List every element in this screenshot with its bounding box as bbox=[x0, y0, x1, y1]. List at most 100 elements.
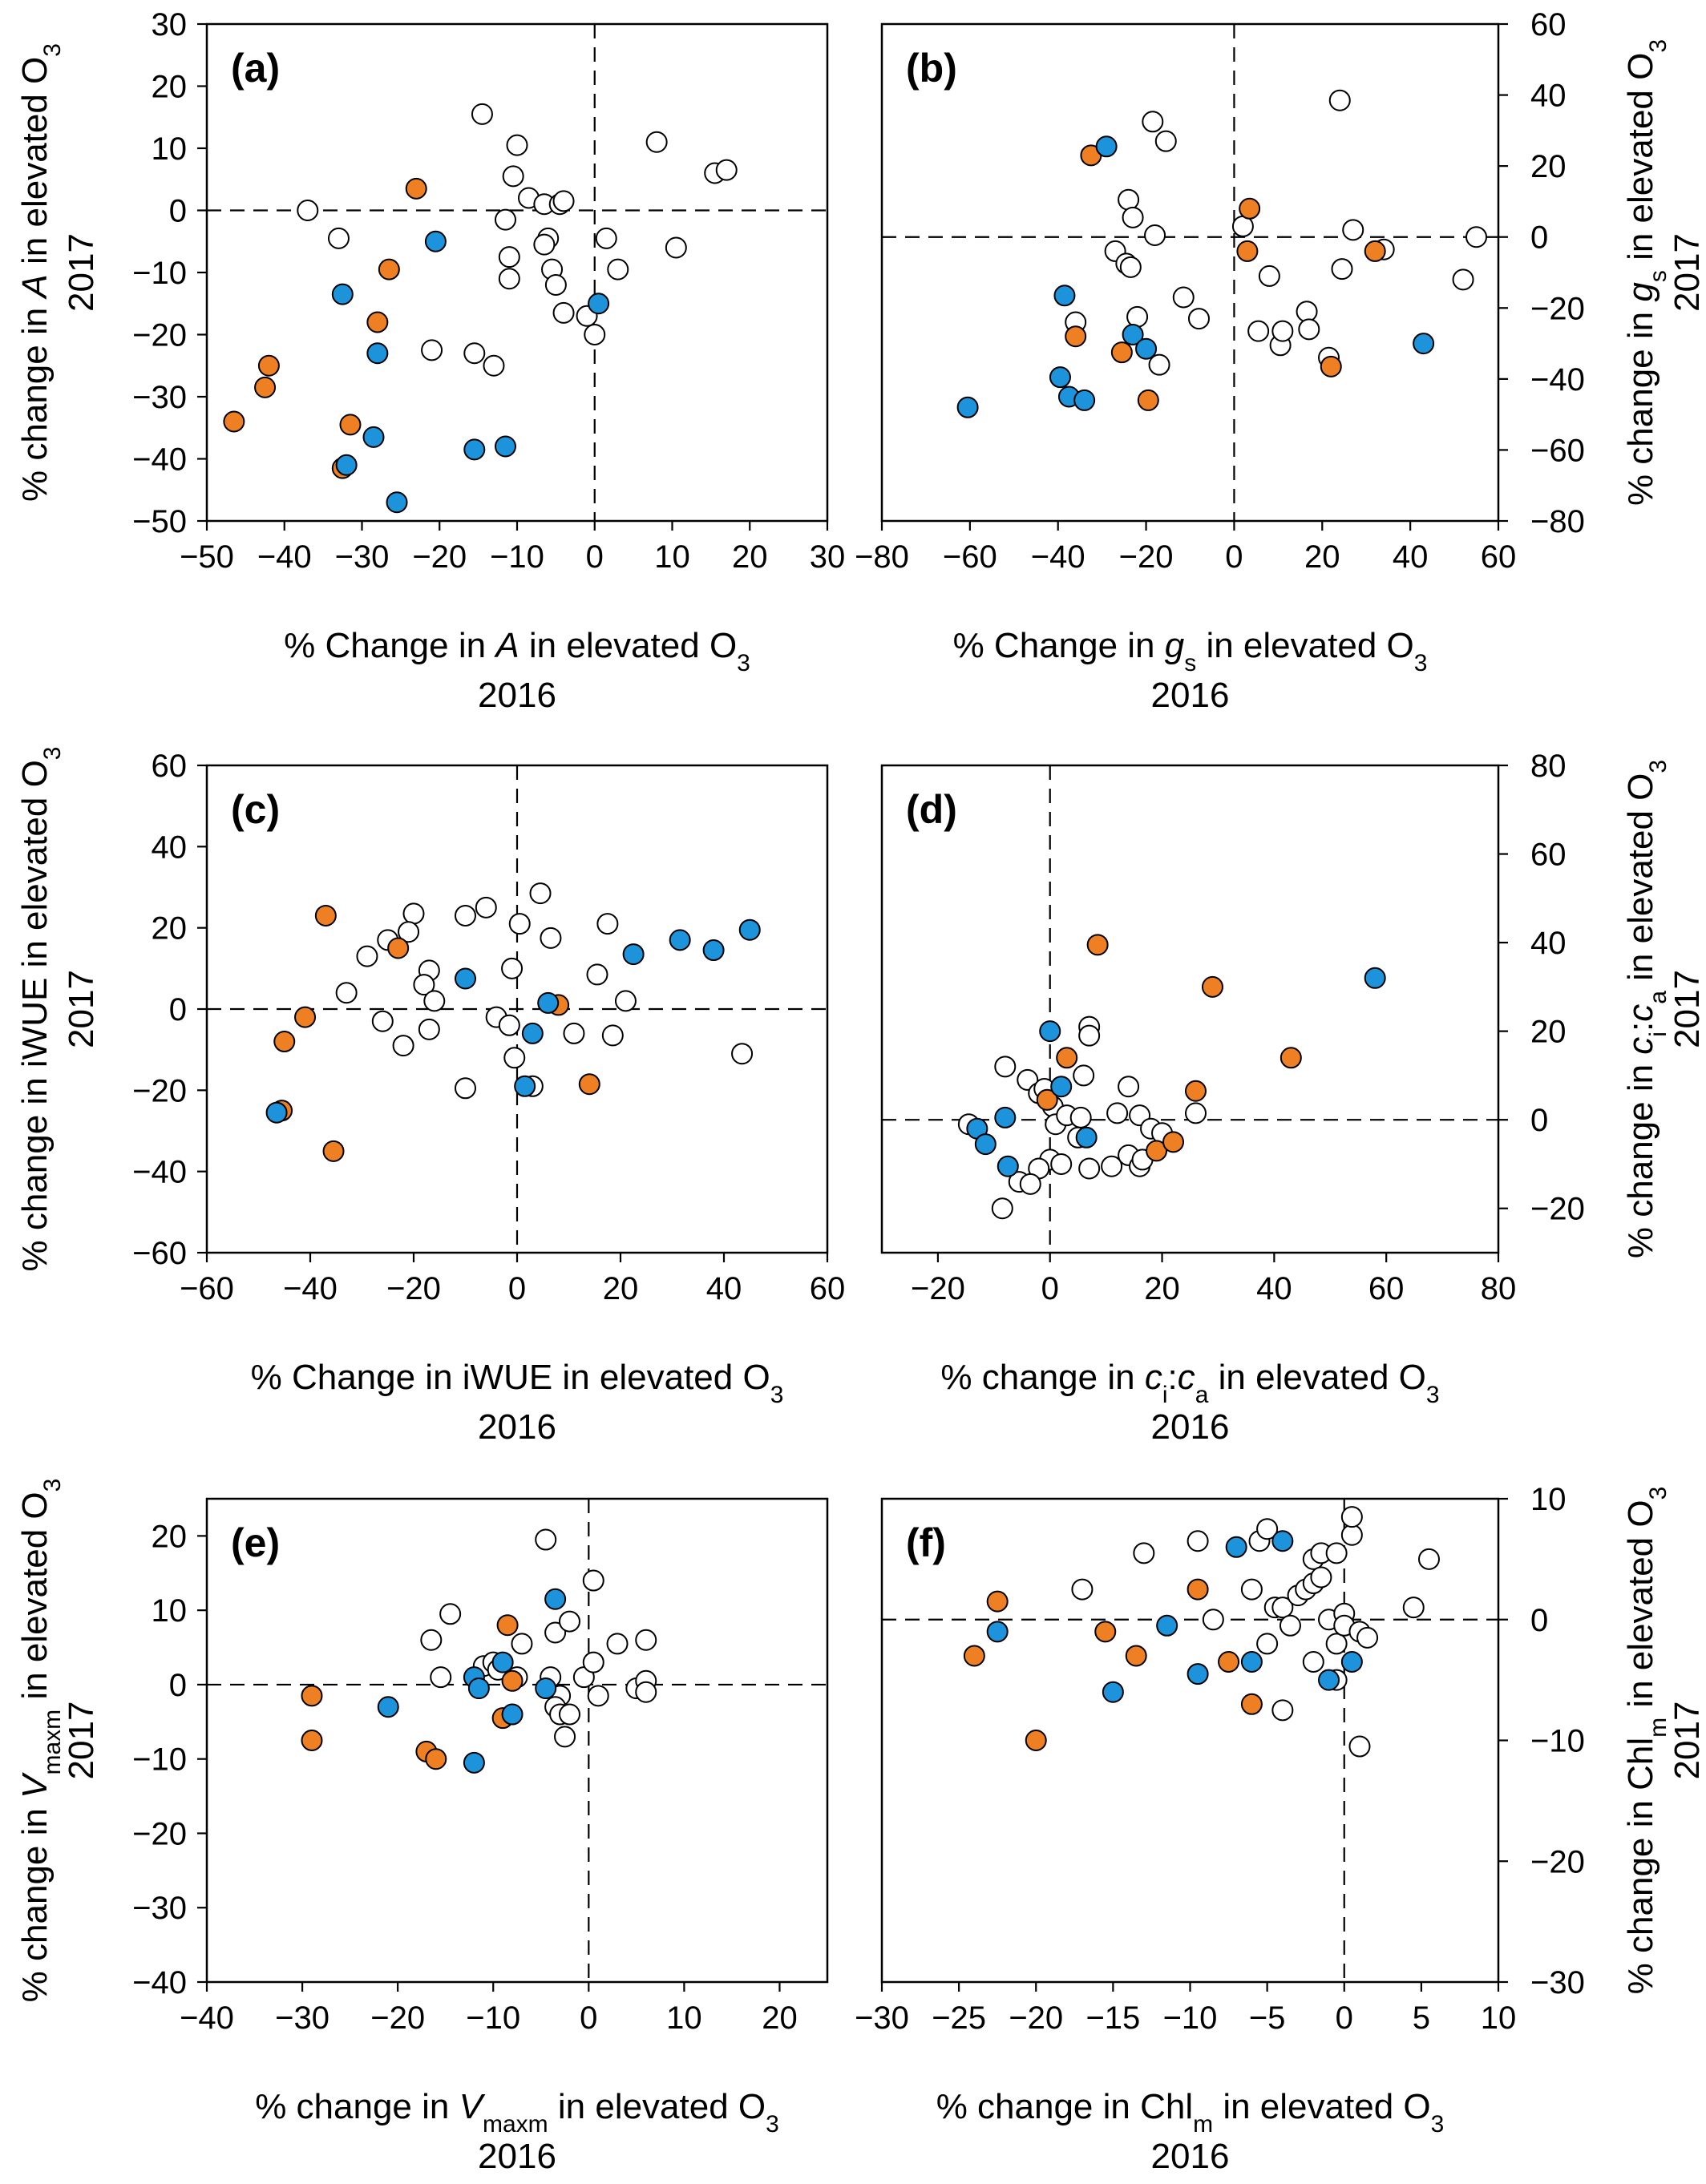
data-point-blue bbox=[1053, 285, 1076, 307]
y-tick-label: 0 bbox=[169, 992, 187, 1027]
data-point-none bbox=[1142, 111, 1164, 133]
x-tick-label: −15 bbox=[1085, 2000, 1140, 2036]
data-point-none bbox=[455, 904, 476, 926]
data-point-none bbox=[1328, 89, 1351, 111]
y-tick-label: −60 bbox=[132, 1236, 187, 1271]
y-tick-label: 0 bbox=[1530, 1603, 1548, 1638]
y-tick-label: −10 bbox=[132, 1742, 187, 1778]
x-tick-label: 60 bbox=[810, 1271, 846, 1306]
data-point-orange bbox=[1125, 1645, 1147, 1667]
data-point-orange bbox=[366, 311, 389, 333]
y-tick-label: −80 bbox=[1530, 504, 1585, 539]
data-point-blue bbox=[1122, 324, 1144, 345]
x-tick-label: −20 bbox=[911, 1271, 965, 1306]
data-point-blue bbox=[467, 1677, 490, 1700]
data-point-blue bbox=[994, 1106, 1017, 1128]
data-point-none bbox=[607, 258, 629, 281]
data-point-blue bbox=[1135, 337, 1158, 360]
panel-f: −30 −25 −20 −15 −10 −5 0 5 10 −30 −20 −10 0 10 (f) % ch… bbox=[855, 1482, 1706, 2176]
data-point-none bbox=[503, 1047, 526, 1069]
y-axis-year: 2017 bbox=[1668, 1702, 1706, 1780]
data-point-none bbox=[1019, 1173, 1041, 1195]
data-point-none bbox=[1298, 318, 1320, 341]
data-point-orange bbox=[1239, 197, 1261, 220]
panel-d: −20 0 20 40 60 80 −20 0 20 40 60 80 (d) % change in c… bbox=[880, 749, 1706, 1447]
data-point-none bbox=[1271, 320, 1294, 342]
data-point-none bbox=[398, 921, 420, 943]
data-point-blue bbox=[986, 1621, 1009, 1643]
data-point-none bbox=[1073, 1064, 1095, 1087]
data-point-none bbox=[1240, 1578, 1263, 1601]
data-point-none bbox=[1356, 1626, 1379, 1649]
data-point-none bbox=[544, 274, 567, 296]
y-tick-label: 10 bbox=[152, 131, 188, 167]
data-point-none bbox=[1144, 224, 1166, 246]
data-point-orange bbox=[1280, 1047, 1302, 1069]
data-point-none bbox=[1271, 1597, 1294, 1619]
data-point-none bbox=[430, 1666, 452, 1689]
data-point-blue bbox=[366, 342, 389, 365]
data-point-orange bbox=[1240, 1693, 1263, 1715]
data-point-none bbox=[715, 159, 738, 181]
panel-label: (d) bbox=[906, 787, 957, 832]
x-axis-label: % change in Vmaxm in elevated O3 bbox=[255, 2087, 779, 2138]
data-point-blue bbox=[1364, 967, 1386, 989]
y-tick-label: 60 bbox=[152, 749, 188, 784]
data-point-orange bbox=[339, 414, 362, 436]
x-tick-label: −20 bbox=[370, 2000, 425, 2036]
x-tick-label: 5 bbox=[1413, 2000, 1430, 2036]
data-point-orange bbox=[294, 1006, 317, 1028]
y-axis-year: 2017 bbox=[1668, 233, 1706, 312]
data-point-none bbox=[1247, 320, 1270, 342]
data-point-blue bbox=[514, 1075, 536, 1097]
data-point-blue bbox=[588, 293, 610, 315]
data-point-blue bbox=[535, 1677, 557, 1700]
panel-label: (e) bbox=[231, 1520, 280, 1565]
data-point-none bbox=[994, 1056, 1017, 1078]
data-point-none bbox=[529, 882, 552, 905]
data-point-none bbox=[544, 1621, 567, 1644]
y-tick-label: −60 bbox=[1530, 433, 1585, 468]
x-tick-label: −5 bbox=[1249, 2000, 1286, 2036]
data-point-blue bbox=[1340, 1651, 1363, 1673]
data-point-none bbox=[606, 1633, 629, 1655]
data-point-orange bbox=[322, 1140, 345, 1162]
y-tick-label: −20 bbox=[132, 318, 187, 353]
data-point-none bbox=[1202, 1609, 1224, 1631]
panel-label: (a) bbox=[231, 46, 280, 91]
data-point-blue bbox=[997, 1155, 1019, 1177]
data-point-blue bbox=[1225, 1536, 1247, 1558]
x-axis-year: 2016 bbox=[1151, 1407, 1230, 1447]
y-tick-label: −40 bbox=[132, 1155, 187, 1190]
y-tick-label: −10 bbox=[132, 256, 187, 291]
data-point-orange bbox=[1320, 355, 1342, 377]
data-point-orange bbox=[1201, 975, 1223, 998]
y-axis-label: % change in iWUE in elevated O3 bbox=[15, 746, 66, 1271]
x-tick-label: −30 bbox=[335, 539, 390, 575]
data-point-none bbox=[455, 1077, 476, 1100]
x-tick-label: −40 bbox=[1031, 539, 1085, 575]
y-tick-label: −20 bbox=[1530, 1844, 1585, 1879]
y-axis-label: % change in ci:ca in elevated O3 bbox=[1621, 760, 1672, 1258]
x-tick-label: 40 bbox=[1393, 539, 1429, 575]
data-point-orange bbox=[578, 1073, 600, 1096]
data-point-blue bbox=[622, 943, 645, 966]
x-tick-label: −20 bbox=[386, 1271, 441, 1306]
y-tick-label: 0 bbox=[169, 194, 187, 229]
x-tick-label: −20 bbox=[1119, 539, 1174, 575]
y-tick-label: 60 bbox=[1530, 7, 1567, 42]
panel-label: (f) bbox=[906, 1520, 946, 1565]
data-point-none bbox=[558, 1703, 580, 1726]
data-point-blue bbox=[1187, 1663, 1209, 1685]
data-point-none bbox=[1452, 268, 1474, 291]
data-point-none bbox=[595, 227, 617, 249]
x-tick-label: −10 bbox=[466, 2000, 520, 2036]
data-point-none bbox=[1101, 1155, 1123, 1177]
x-axis-label: % Change in A in elevated O3 bbox=[284, 626, 750, 676]
y-tick-label: 60 bbox=[1530, 838, 1567, 873]
data-point-none bbox=[1340, 1524, 1363, 1546]
panel-a: −50 −40 −30 −20 −10 0 10 20 30 −50 −40 −30 −20 −10 0 10… bbox=[15, 7, 845, 715]
data-point-none bbox=[1118, 1076, 1140, 1098]
y-axis-label: % change in Chlm in elevated O3 bbox=[1621, 1487, 1672, 1995]
